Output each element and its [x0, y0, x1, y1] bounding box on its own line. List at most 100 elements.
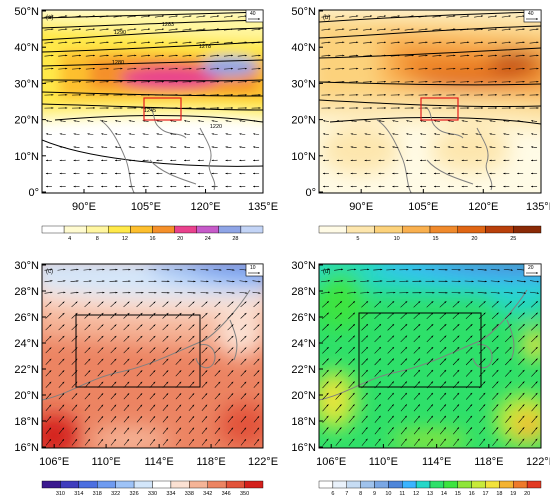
wind-vector-arrow: [452, 335, 460, 343]
panel-d-colorbar-label: 15: [455, 491, 461, 497]
panel-d-reference-vector: 20: [523, 263, 542, 277]
wind-vector-arrow: [465, 312, 473, 320]
wind-vector-arrow: [490, 269, 500, 271]
wind-vector-arrow: [453, 427, 460, 435]
wind-vector-arrow: [392, 120, 399, 122]
wind-vector-arrow: [72, 28, 82, 31]
wind-vector-arrow: [505, 369, 512, 377]
wind-vector-arrow: [101, 133, 108, 135]
wind-vector-arrow: [227, 381, 234, 388]
panel-b-colorbar-swatch: [485, 225, 514, 234]
panel-b-label: (b): [323, 15, 330, 21]
wind-vector-arrow: [374, 369, 382, 377]
wind-vector-arrow: [45, 335, 52, 342]
wind-vector-arrow: [529, 28, 539, 31]
wind-vector-arrow: [70, 291, 79, 294]
panel-b-colorbar-swatch: [402, 225, 431, 234]
wind-vector-arrow: [460, 15, 470, 18]
panel-d-colorbar-swatch: [485, 480, 500, 489]
wind-vector-arrow: [321, 67, 331, 70]
wind-vector-arrow: [253, 404, 260, 411]
wind-vector-arrow: [335, 369, 342, 377]
wind-vector-arrow: [517, 312, 525, 320]
wind-vector-arrow: [439, 415, 447, 423]
wind-vector-arrow: [400, 427, 407, 435]
wind-vector-arrow: [188, 358, 195, 365]
wind-vector-arrow: [237, 54, 247, 57]
wind-vector-arrow: [505, 438, 512, 446]
panel-c-y-tick-label: 16°N: [14, 442, 39, 454]
wind-vector-arrow: [196, 80, 206, 83]
panel-b-field: [319, 10, 541, 193]
panel-d: (d) 20 30°N28°N26°N24°N22°N20°N18°N16°N1…: [291, 260, 550, 468]
wind-vector-arrow: [141, 80, 151, 83]
wind-vector-arrow: [426, 427, 434, 435]
wind-vector-arrow: [85, 15, 95, 18]
wind-vector-arrow: [400, 392, 408, 400]
panel-c-colorbar-swatch: [78, 480, 98, 489]
panel-d-colorbar-label: 20: [524, 491, 530, 497]
wind-vector-arrow: [361, 404, 368, 412]
wind-vector-arrow: [505, 392, 512, 400]
wind-vector-arrow: [413, 335, 421, 343]
wind-vector-arrow: [45, 427, 52, 435]
wind-vector-arrow: [113, 41, 123, 44]
wind-vector-arrow: [400, 438, 407, 446]
wind-vector-arrow: [418, 67, 428, 70]
wind-vector-arrow: [504, 323, 512, 331]
wind-vector-arrow: [136, 347, 143, 354]
wind-vector-arrow: [334, 291, 344, 294]
wind-vector-arrow: [149, 370, 156, 377]
wind-vector-arrow: [531, 146, 538, 148]
wind-vector-arrow: [58, 28, 68, 31]
wind-vector-arrow: [439, 369, 447, 377]
panel-c-colorbar-label: 330: [148, 491, 157, 497]
wind-vector-arrow: [237, 67, 247, 70]
wind-vector-arrow: [101, 120, 108, 122]
wind-vector-arrow: [505, 346, 512, 354]
wind-vector-arrow: [127, 28, 137, 31]
panel-a-contour-label: 1283: [162, 22, 174, 28]
wind-vector-arrow: [226, 269, 235, 271]
wind-vector-arrow: [213, 292, 222, 294]
wind-vector-arrow: [154, 54, 164, 57]
wind-vector-arrow: [433, 146, 440, 148]
wind-vector-arrow: [413, 346, 421, 354]
wind-vector-arrow: [387, 415, 394, 423]
wind-vector-arrow: [446, 28, 456, 31]
wind-vector-arrow: [239, 280, 248, 283]
panel-c-x-tick-label: 110°E: [91, 456, 120, 468]
panel-a-colorbar-label: 28: [232, 236, 238, 242]
wind-vector-arrow: [491, 323, 499, 331]
panel-c-y-tick-label: 24°N: [14, 338, 39, 350]
wind-vector-arrow: [374, 335, 382, 343]
wind-vector-arrow: [531, 404, 538, 412]
wind-vector-arrow: [71, 416, 78, 423]
wind-vector-arrow: [531, 438, 538, 446]
wind-vector-arrow: [461, 146, 468, 148]
wind-vector-arrow: [390, 67, 400, 70]
panel-d-colorbar-swatch: [471, 480, 486, 489]
wind-vector-arrow: [501, 54, 511, 57]
wind-vector-arrow: [400, 369, 408, 377]
wind-vector-arrow: [335, 404, 342, 412]
panel-d-colorbar-swatch: [499, 480, 514, 489]
wind-vector-arrow: [87, 146, 94, 148]
panel-c-colorbar-label: 342: [203, 491, 212, 497]
wind-vector-arrow: [432, 41, 442, 44]
wind-vector-arrow: [387, 427, 394, 435]
wind-vector-arrow: [240, 393, 247, 400]
wind-vector-arrow: [87, 120, 94, 122]
panel-c-colorbar-swatch: [115, 480, 135, 489]
wind-vector-arrow: [213, 280, 222, 283]
wind-vector-arrow: [426, 369, 434, 377]
wind-vector-arrow: [426, 392, 434, 400]
wind-vector-arrow: [348, 323, 356, 331]
wind-vector-arrow: [531, 369, 538, 377]
wind-vector-arrow: [363, 54, 373, 57]
panel-c-y-tick-label: 28°N: [14, 286, 39, 298]
wind-vector-arrow: [335, 427, 342, 435]
wind-vector-arrow: [84, 393, 91, 400]
wind-vector-arrow: [97, 335, 104, 342]
panel-a-x-tick-label: 105°E: [131, 201, 161, 213]
